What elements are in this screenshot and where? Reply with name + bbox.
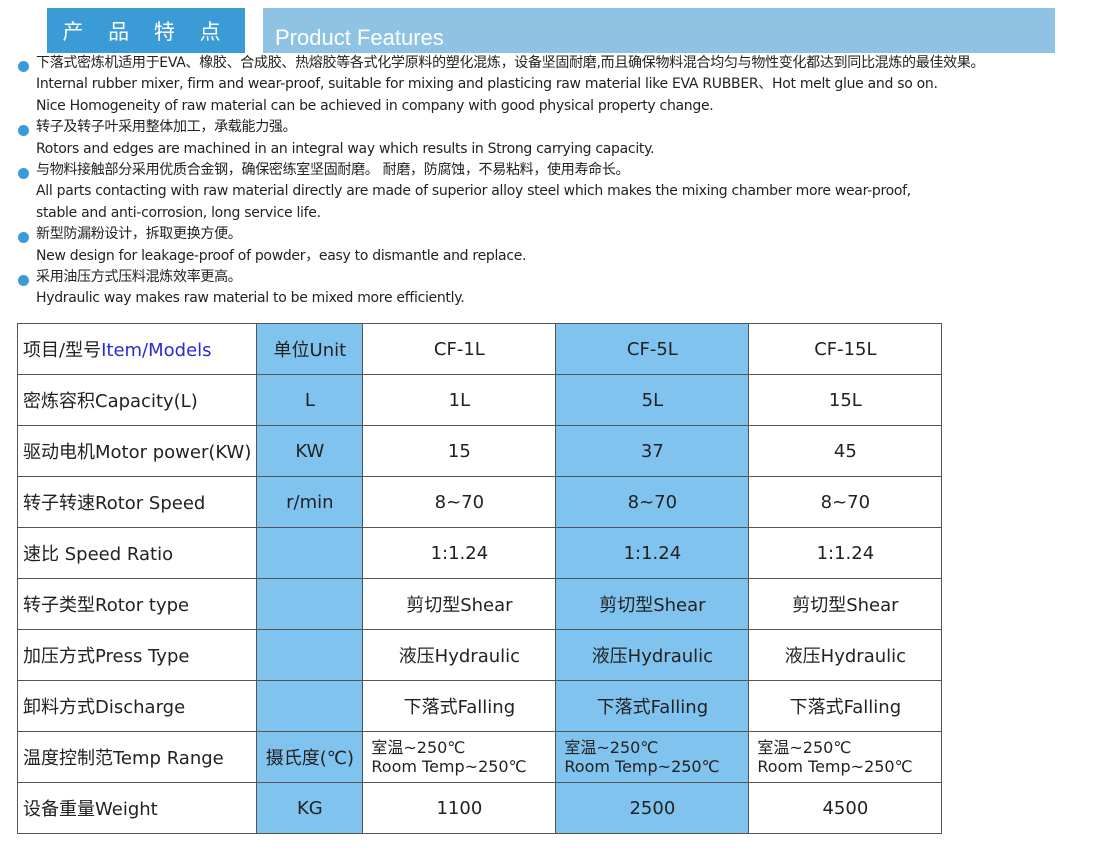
- row-value: 下落式Falling: [362, 680, 557, 732]
- feature-line: 采用油压方式压料混炼效率更高。: [36, 269, 242, 286]
- table-row: 温度控制范Temp Range 摄氏度(℃) 室温~250℃ Room Temp~25…: [16, 731, 943, 783]
- row-value: 剪切型Shear: [362, 578, 557, 630]
- feature-item: 转子及转子叶采用整体加工，承载能力强。 Rotors and edges are …: [18, 117, 984, 160]
- feature-line: New design for leakage-proof of powder，e…: [36, 247, 527, 264]
- feature-line: 与物料接触部分采用优质合金钢，确保密练室坚固耐磨。 耐磨，防腐蚀，不易粘料，使用…: [36, 162, 630, 179]
- feature-item: 采用油压方式压料混炼效率更高。 Hydraulic way makes raw m…: [18, 267, 984, 310]
- value-line: 室温~250℃: [371, 738, 466, 757]
- row-value: 8~70: [555, 476, 750, 528]
- row-unit: KG: [256, 782, 364, 834]
- row-value: 5L: [555, 374, 750, 426]
- row-label: 转子类型Rotor type: [16, 578, 258, 630]
- header-model: CF-5L: [555, 323, 750, 375]
- spec-table: 项目/型号Item/Models 单位Unit CF-1L CF-5L CF-1…: [16, 323, 943, 834]
- row-unit: r/min: [256, 476, 364, 528]
- row-value: 室温~250℃ Room Temp~250℃: [555, 731, 750, 783]
- table-row: 转子类型Rotor type 剪切型Shear 剪切型Shear 剪切型Shear: [16, 578, 943, 630]
- feature-line: 转子及转子叶采用整体加工，承载能力强。: [36, 119, 297, 136]
- header-item: 项目/型号Item/Models: [16, 323, 258, 375]
- row-label: 速比 Speed Ratio: [16, 527, 258, 579]
- table-row: 速比 Speed Ratio 1:1.24 1:1.24 1:1.24: [16, 527, 943, 579]
- bullet-icon: [18, 61, 29, 72]
- bullet-icon: [18, 275, 29, 287]
- row-label: 温度控制范Temp Range: [16, 731, 258, 783]
- feature-item: 与物料接触部分采用优质合金钢，确保密练室坚固耐磨。 耐磨，防腐蚀，不易粘料，使用…: [18, 160, 984, 224]
- row-value: 1L: [362, 374, 557, 426]
- header-unit: 单位Unit: [256, 323, 364, 375]
- row-value: 1:1.24: [748, 527, 943, 579]
- row-value: 液压Hydraulic: [362, 629, 557, 681]
- row-value: 15L: [748, 374, 943, 426]
- feature-item: 下落式密炼机适用于EVA、橡胶、合成胶、热熔胶等各式化学原料的塑化混炼，设备坚固…: [18, 53, 985, 117]
- row-unit: L: [256, 374, 364, 426]
- row-label: 卸料方式Discharge: [16, 680, 258, 732]
- header-model: CF-1L: [362, 323, 557, 375]
- row-value: 8~70: [748, 476, 943, 528]
- value-line: Room Temp~250℃: [371, 757, 527, 776]
- feature-line: Rotors and edges are machined in an inte…: [36, 140, 655, 157]
- row-label: 转子转速Rotor Speed: [16, 476, 258, 528]
- value-line: 室温~250℃: [564, 738, 659, 757]
- row-value: 剪切型Shear: [748, 578, 943, 630]
- feature-line: All parts contacting with raw material d…: [36, 183, 911, 200]
- table-row: 密炼容积Capacity(L) L 1L 5L 15L: [16, 374, 943, 426]
- feature-line: Internal rubber mixer, firm and wear-pro…: [36, 76, 938, 93]
- row-unit: 摄氏度(℃): [256, 731, 364, 783]
- header-item-en: Item/Models: [101, 340, 212, 361]
- table-row: 加压方式Press Type 液压Hydraulic 液压Hydraulic 液压Hy…: [16, 629, 943, 681]
- bullet-icon: [18, 125, 29, 137]
- row-value: 37: [555, 425, 750, 477]
- bullet-icon: [18, 232, 29, 244]
- row-label: 加压方式Press Type: [16, 629, 258, 681]
- row-value: 1100: [362, 782, 557, 834]
- row-value: 4500: [748, 782, 943, 834]
- table-row: 设备重量Weight KG 1100 2500 4500: [16, 782, 943, 834]
- table-row: 驱动电机Motor power(KW) KW 15 37 45: [16, 425, 943, 477]
- section-title-cn: 产 品 特 点: [47, 8, 245, 53]
- row-value: 1:1.24: [555, 527, 750, 579]
- row-label: 驱动电机Motor power(KW): [16, 425, 258, 477]
- feature-line: 新型防漏粉设计，拆取更换方便。: [36, 226, 242, 243]
- feature-line: 下落式密炼机适用于EVA、橡胶、合成胶、热熔胶等各式化学原料的塑化混炼，设备坚固…: [36, 55, 985, 71]
- header-item-cn: 项目/型号: [23, 340, 102, 361]
- row-unit: [256, 680, 364, 732]
- value-line: Room Temp~250℃: [564, 757, 720, 776]
- row-label: 密炼容积Capacity(L): [16, 374, 258, 426]
- feature-item: 新型防漏粉设计，拆取更换方便。 New design for leakage-pr…: [18, 224, 984, 267]
- section-title-en: Product Features: [263, 8, 1055, 53]
- bullet-icon: [18, 168, 29, 180]
- table-row: 卸料方式Discharge 下落式Falling 下落式Falling 下落式Fall…: [16, 680, 943, 732]
- row-value: 45: [748, 425, 943, 477]
- row-value: 液压Hydraulic: [748, 629, 943, 681]
- row-value: 室温~250℃ Room Temp~250℃: [748, 731, 943, 783]
- row-unit: [256, 527, 364, 579]
- row-value: 剪切型Shear: [555, 578, 750, 630]
- row-unit: [256, 578, 364, 630]
- row-value: 15: [362, 425, 557, 477]
- row-value: 2500: [555, 782, 750, 834]
- row-value: 1:1.24: [362, 527, 557, 579]
- row-unit: [256, 629, 364, 681]
- row-unit: KW: [256, 425, 364, 477]
- row-value: 液压Hydraulic: [555, 629, 750, 681]
- feature-line: Nice Homogeneity of raw material can be …: [36, 97, 714, 114]
- row-value: 下落式Falling: [555, 680, 750, 732]
- header-model: CF-15L: [748, 323, 943, 375]
- table-row: 转子转速Rotor Speed r/min 8~70 8~70 8~70: [16, 476, 943, 528]
- row-value: 室温~250℃ Room Temp~250℃: [362, 731, 557, 783]
- feature-line: stable and anti-corrosion, long service …: [36, 204, 321, 221]
- value-line: Room Temp~250℃: [757, 757, 913, 776]
- value-line: 室温~250℃: [757, 738, 852, 757]
- feature-list: 下落式密炼机适用于EVA、橡胶、合成胶、热熔胶等各式化学原料的塑化混炼，设备坚固…: [18, 53, 985, 310]
- table-header-row: 项目/型号Item/Models 单位Unit CF-1L CF-5L CF-1…: [16, 323, 943, 375]
- row-label: 设备重量Weight: [16, 782, 258, 834]
- row-value: 8~70: [362, 476, 557, 528]
- row-value: 下落式Falling: [748, 680, 943, 732]
- feature-line: Hydraulic way makes raw material to be m…: [36, 290, 465, 307]
